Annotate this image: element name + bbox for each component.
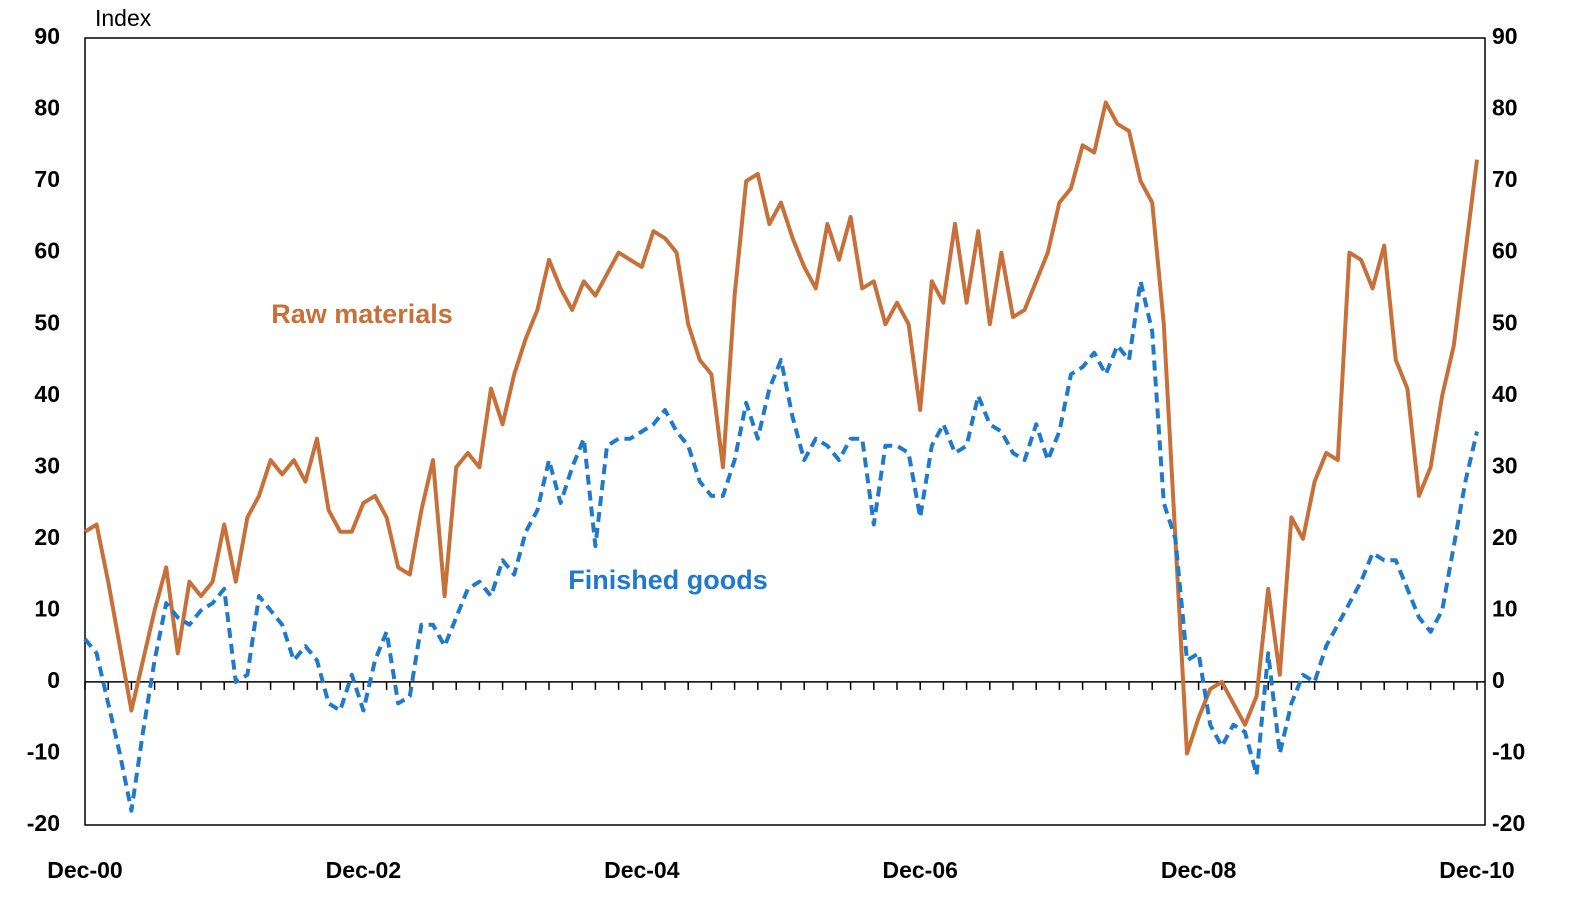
y2-tick-label: 50: [1492, 309, 1518, 335]
series-line: [83, 100, 1479, 756]
y2-tick-label: 60: [1492, 238, 1518, 264]
x-tick-label: Dec-00: [47, 857, 122, 883]
y-tick-label: 20: [34, 524, 60, 550]
y2-tick-label: 20: [1492, 524, 1518, 550]
y2-tick-label: 10: [1492, 595, 1518, 621]
series-label: Finished goods: [568, 565, 768, 595]
series-label: Raw materials: [271, 299, 453, 329]
y2-tick-label: -10: [1492, 739, 1525, 765]
y2-tick-label: 30: [1492, 452, 1518, 478]
y-tick-label: 10: [34, 595, 60, 621]
y2-tick-label: -20: [1492, 810, 1525, 836]
y-tick-label: 30: [34, 452, 60, 478]
y-tick-label: 90: [34, 23, 60, 49]
x-tick-label: Dec-10: [1439, 857, 1514, 883]
x-tick-label: Dec-06: [882, 857, 957, 883]
y2-tick-label: 0: [1492, 667, 1505, 693]
x-tick-label: Dec-08: [1161, 857, 1237, 883]
y-tick-label: 0: [47, 667, 60, 693]
y-tick-label: -20: [27, 810, 60, 836]
y-tick-label: 50: [34, 309, 60, 335]
y2-tick-label: 80: [1492, 95, 1518, 121]
x-tick-label: Dec-04: [604, 857, 680, 883]
plot-frame: [84, 37, 1486, 826]
y-tick-label: 70: [34, 166, 60, 192]
y2-tick-label: 90: [1492, 23, 1518, 49]
y-tick-label: 40: [34, 381, 60, 407]
y2-tick-label: 70: [1492, 166, 1518, 192]
x-tick-label: Dec-02: [326, 857, 401, 883]
y-tick-label: 80: [34, 95, 60, 121]
y-tick-label: 60: [34, 238, 60, 264]
y-axis-label: Index: [95, 5, 152, 31]
series-line: [83, 279, 1479, 813]
y2-tick-label: 40: [1492, 381, 1518, 407]
y-tick-label: -10: [27, 739, 60, 765]
